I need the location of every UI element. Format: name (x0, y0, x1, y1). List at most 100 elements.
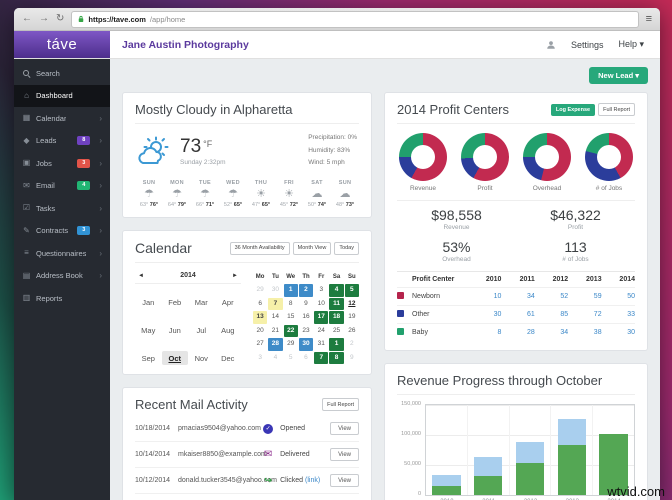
browser-menu-icon[interactable]: ≡ (645, 13, 652, 25)
mail-link[interactable]: (link) (305, 477, 321, 485)
prev-year-arrow[interactable]: ◄ (138, 272, 144, 279)
calendar-day[interactable]: 5 (288, 353, 293, 361)
profit-value-link[interactable]: 30 (493, 311, 502, 318)
calendar-day[interactable]: 26 (348, 326, 356, 334)
settings-link[interactable]: Settings (570, 39, 604, 50)
calendar-day[interactable]: 6 (258, 299, 262, 307)
calendar-day[interactable]: 6 (304, 353, 308, 361)
profit-value-link[interactable]: 10 (493, 293, 502, 300)
calendar-day[interactable]: 30 (271, 286, 280, 294)
month-apr[interactable]: Apr (221, 297, 234, 307)
calendar-day[interactable]: 31 (317, 340, 325, 348)
calendar-day[interactable]: 1 (329, 338, 344, 351)
sidebar-item-search[interactable]: Search (14, 62, 110, 85)
calendar-button[interactable]: 36 Month Availability (229, 241, 290, 255)
forward-button[interactable]: → (39, 13, 49, 24)
calendar-day[interactable]: 22 (283, 324, 298, 338)
log-expense-button[interactable]: Log Expense (550, 103, 596, 116)
profit-full-report-button[interactable]: Full Report (598, 103, 635, 116)
calendar-day[interactable]: 25 (332, 326, 341, 334)
sidebar-item-dashboard[interactable]: ⌂ Dashboard (14, 84, 110, 107)
calendar-day[interactable]: 5 (344, 284, 359, 297)
calendar-day[interactable]: 13 (253, 311, 268, 324)
calendar-day[interactable]: 14 (271, 313, 280, 321)
calendar-day[interactable]: 10 (317, 299, 325, 307)
calendar-day[interactable]: 4 (329, 284, 344, 297)
url-bar[interactable]: https://tave.com/app/home (71, 10, 639, 28)
month-aug[interactable]: Aug (221, 325, 235, 335)
profit-value-link[interactable]: 30 (627, 329, 635, 336)
calendar-day[interactable]: 18 (329, 311, 344, 324)
calendar-day[interactable]: 29 (287, 340, 295, 348)
sidebar-item-jobs[interactable]: ▣ Jobs 3 › (14, 152, 110, 175)
calendar-day[interactable]: 24 (317, 326, 325, 334)
calendar-day[interactable]: 2 (298, 284, 314, 297)
sidebar-item-questionnaires[interactable]: ≡ Questionnaires › (14, 242, 110, 265)
calendar-day[interactable]: 3 (258, 353, 262, 361)
month-dec[interactable]: Dec (221, 353, 235, 363)
calendar-day[interactable]: 20 (256, 326, 264, 334)
sidebar-item-contracts[interactable]: ✎ Contracts 3 › (14, 220, 110, 243)
profit-value-link[interactable]: 85 (560, 311, 569, 318)
view-button[interactable]: View (330, 448, 359, 462)
calendar-day[interactable]: 11 (329, 297, 344, 311)
profit-value-link[interactable]: 52 (560, 293, 569, 300)
calendar-day[interactable]: 9 (350, 353, 354, 361)
month-oct[interactable]: Oct (161, 351, 188, 366)
profit-value-link[interactable]: 34 (527, 293, 535, 300)
calendar-day[interactable]: 7 (268, 297, 283, 311)
calendar-day[interactable]: 8 (329, 351, 344, 365)
calendar-day[interactable]: 30 (298, 338, 314, 351)
back-button[interactable]: ← (22, 13, 32, 24)
profit-value-link[interactable]: 59 (593, 293, 602, 300)
sidebar-item-calendar[interactable]: ▦ Calendar › (14, 107, 110, 130)
profit-value-link[interactable]: 38 (593, 329, 602, 336)
month-nov[interactable]: Nov (194, 353, 208, 363)
calendar-day[interactable]: 19 (348, 313, 356, 321)
help-menu[interactable]: Help ▾ (618, 39, 644, 49)
profit-value-link[interactable]: 8 (497, 329, 502, 336)
calendar-day[interactable]: 12 (348, 299, 356, 307)
calendar-day[interactable]: 4 (273, 353, 278, 361)
calendar-day[interactable]: 29 (256, 286, 264, 294)
month-may[interactable]: May (141, 325, 156, 335)
month-jul[interactable]: Jul (196, 325, 207, 335)
calendar-day[interactable]: 27 (256, 340, 264, 348)
sidebar-item-address-book[interactable]: ▤ Address Book › (14, 265, 110, 288)
sidebar-item-tasks[interactable]: ☑ Tasks › (14, 197, 110, 220)
calendar-day[interactable]: 8 (288, 299, 293, 307)
calendar-day[interactable]: 9 (304, 299, 308, 307)
profit-value-link[interactable]: 61 (527, 311, 535, 318)
reload-button[interactable]: ↻ (56, 13, 65, 24)
calendar-button[interactable]: Month View (292, 241, 332, 255)
calendar-day[interactable]: 15 (287, 313, 295, 321)
profit-value-link[interactable]: 28 (527, 329, 535, 336)
mail-full-report-button[interactable]: Full Report (322, 398, 359, 412)
sidebar-item-email[interactable]: ✉ Email 4 › (14, 175, 110, 198)
calendar-button[interactable]: Today (334, 241, 359, 255)
month-jan[interactable]: Jan (142, 297, 155, 307)
profit-value-link[interactable]: 50 (627, 293, 635, 300)
calendar-day[interactable]: 2 (350, 340, 354, 348)
view-button[interactable]: View (330, 422, 359, 436)
new-lead-button[interactable]: New Lead ▾ (589, 67, 648, 84)
profit-value-link[interactable]: 34 (560, 329, 569, 336)
calendar-day[interactable]: 7 (314, 351, 329, 365)
month-feb[interactable]: Feb (168, 297, 182, 307)
profit-value-link[interactable]: 33 (627, 311, 635, 318)
profit-value-link[interactable]: 72 (593, 311, 602, 318)
calendar-day[interactable]: 28 (268, 338, 283, 351)
calendar-day[interactable]: 1 (283, 284, 298, 297)
calendar-day[interactable]: 16 (302, 313, 310, 321)
sidebar-item-leads[interactable]: ◆ Leads 8 › (14, 130, 110, 153)
calendar-day[interactable]: 21 (271, 326, 280, 334)
view-button[interactable]: View (330, 474, 359, 488)
sidebar-item-reports[interactable]: ▥ Reports (14, 287, 110, 310)
user-icon[interactable] (546, 40, 556, 50)
calendar-day[interactable]: 17 (314, 311, 329, 324)
calendar-day[interactable]: 3 (319, 286, 324, 294)
calendar-day[interactable]: 23 (302, 326, 310, 334)
next-year-arrow[interactable]: ► (232, 272, 238, 279)
month-sep[interactable]: Sep (141, 353, 155, 363)
month-jun[interactable]: Jun (168, 325, 181, 335)
